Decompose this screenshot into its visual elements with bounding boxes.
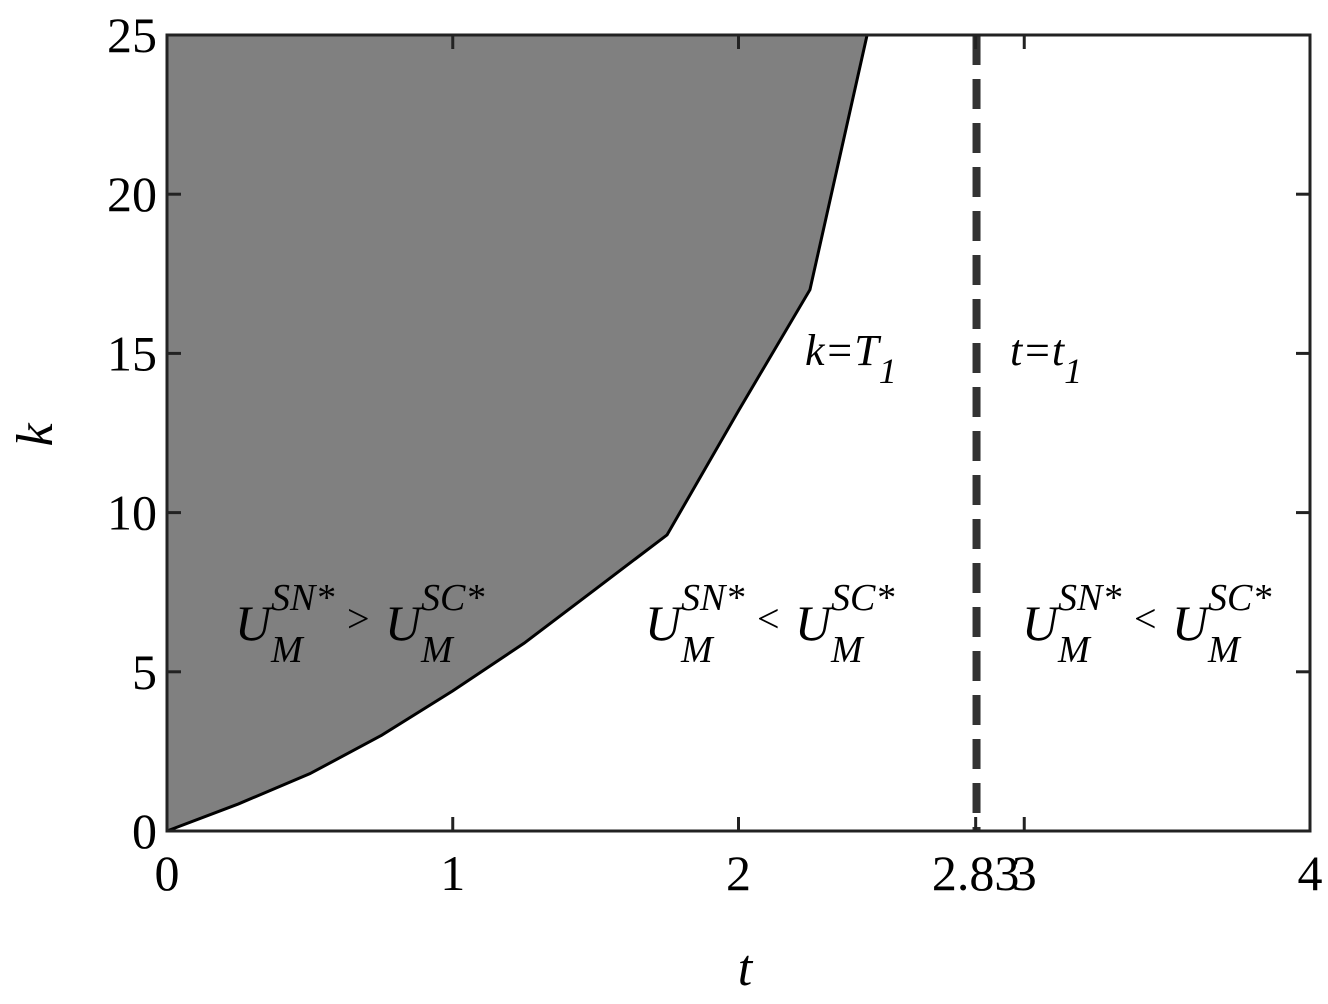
y-tick-label: 0 <box>132 803 157 859</box>
boundary-curve <box>166 34 869 833</box>
y-axis-label: k <box>7 423 64 447</box>
y-tick-label: 25 <box>107 7 157 63</box>
annotation-text: t=t <box>1010 326 1066 375</box>
region-left-base: U <box>1022 595 1061 651</box>
y-tick-label: 10 <box>107 485 157 541</box>
region-right-sup: SC* <box>1208 577 1271 619</box>
region-right-sub: M <box>830 629 865 671</box>
x-tick-label: 2 <box>726 845 751 901</box>
y-tick-label: 15 <box>107 325 157 381</box>
region-left-sub: M <box>680 629 715 671</box>
region-relation: > <box>347 596 370 641</box>
region-right-sub: M <box>420 629 455 671</box>
x-tick-label: 4 <box>1298 845 1323 901</box>
region-left-sub: M <box>270 629 305 671</box>
region-right-base: U <box>795 595 834 651</box>
y-tick-label: 20 <box>107 166 157 222</box>
x-tick-label: 1 <box>440 845 465 901</box>
annotation: k=T1 <box>805 326 897 391</box>
x-tick-label: 3 <box>1012 845 1037 901</box>
x-tick-label: 0 <box>155 845 180 901</box>
y-tick-label: 5 <box>132 644 157 700</box>
x-axis-label: t <box>738 940 754 997</box>
region-relation: < <box>757 596 780 641</box>
region-left-base: U <box>235 595 274 651</box>
region-right-sub: M <box>1207 629 1242 671</box>
region-right-sup: SC* <box>421 577 484 619</box>
shaded-region <box>167 35 868 831</box>
region-left-sup: SN* <box>271 577 334 619</box>
region-right-base: U <box>1172 595 1211 651</box>
region-left-sup: SN* <box>1058 577 1121 619</box>
region-right-sup: SC* <box>831 577 894 619</box>
annotation: t=t1 <box>1010 326 1082 391</box>
region-left-base: U <box>645 595 684 651</box>
annotation-subscript: 1 <box>879 351 897 391</box>
region-left-sub: M <box>1057 629 1092 671</box>
annotation-subscript: 1 <box>1064 351 1082 391</box>
annotation-text: k=T <box>805 326 882 375</box>
region-relation: < <box>1134 596 1157 641</box>
region-left-sup: SN* <box>681 577 744 619</box>
region-right-base: U <box>385 595 424 651</box>
x-tick-label: 2.83 <box>932 845 1020 901</box>
